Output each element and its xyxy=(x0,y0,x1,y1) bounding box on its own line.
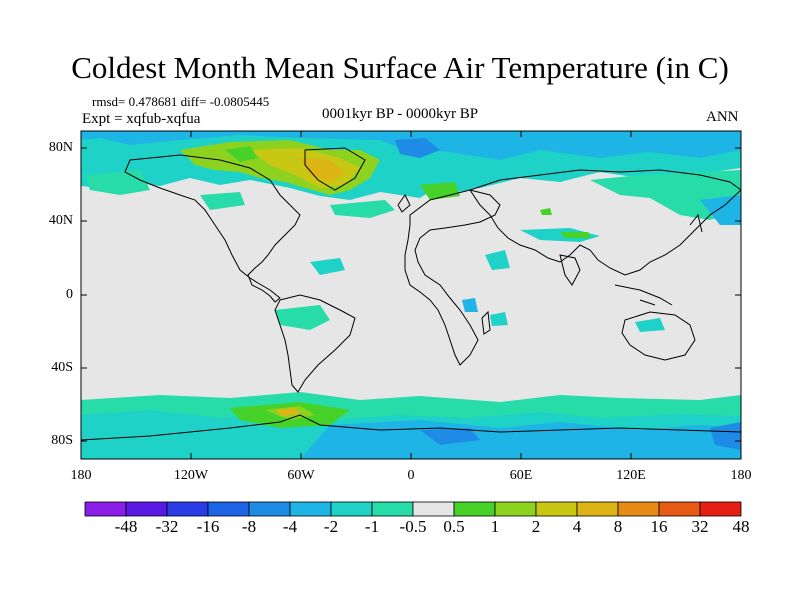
colorbar-label: -48 xyxy=(114,517,138,536)
coastlines xyxy=(81,147,741,441)
colorbar-swatch xyxy=(453,501,496,517)
y-tick-0: 0 xyxy=(66,287,73,302)
colorbar-swatch xyxy=(535,501,578,517)
colorbar-label: -0.5 xyxy=(399,517,427,536)
colorbar-swatch xyxy=(84,501,127,517)
colorbar-label: 1 xyxy=(490,517,500,536)
colorbar-swatch xyxy=(371,501,414,517)
colorbar-swatch xyxy=(576,501,619,517)
colorbar-swatch xyxy=(658,501,701,517)
y-tick-40s: 40S xyxy=(51,360,73,375)
colorbar-swatch xyxy=(207,501,250,517)
colorbar-label: 48 xyxy=(732,517,750,536)
colorbar-label: 0.5 xyxy=(443,517,465,536)
colorbar-label: 32 xyxy=(691,517,709,536)
colorbar xyxy=(84,501,742,517)
colorbar-swatch xyxy=(617,501,660,517)
colorbar-label: -8 xyxy=(241,517,257,536)
colorbar-swatch xyxy=(289,501,332,517)
x-tick-120w: 120W xyxy=(173,468,209,483)
y-tick-40n: 40N xyxy=(48,213,73,228)
colorbar-swatch xyxy=(125,501,168,517)
experiment-label: Expt = xqfub-xqfua xyxy=(82,111,201,127)
colorbar-swatch xyxy=(699,501,742,517)
colorbar-swatch xyxy=(494,501,537,517)
x-tick-180e: 180 xyxy=(730,468,752,483)
colorbar-label: -4 xyxy=(282,517,298,536)
y-tick-80n: 80N xyxy=(48,140,73,155)
x-tick-60w: 60W xyxy=(287,468,315,483)
rmsd-stats: rmsd= 0.478681 diff= -0.0805445 xyxy=(92,94,270,109)
colorbar-swatch xyxy=(248,501,291,517)
anomaly-contours xyxy=(81,131,741,459)
x-tick-120e: 120E xyxy=(616,468,646,483)
colorbar-label: 2 xyxy=(531,517,541,536)
season-label: ANN xyxy=(706,109,739,125)
colorbar-swatch xyxy=(166,501,209,517)
colorbar-swatch xyxy=(330,501,373,517)
colorbar-label: -32 xyxy=(155,517,179,536)
colorbar-label: -2 xyxy=(323,517,339,536)
x-tick-60e: 60E xyxy=(509,468,533,483)
colorbar-label: -16 xyxy=(196,517,220,536)
colorbar-label: 4 xyxy=(572,517,582,536)
y-tick-80s: 80S xyxy=(51,433,73,448)
colorbar-label: 16 xyxy=(650,517,668,536)
x-tick-180w: 180 xyxy=(70,468,92,483)
colorbar-swatch xyxy=(412,501,455,517)
x-tick-0: 0 xyxy=(407,468,415,483)
colorbar-label: 8 xyxy=(613,517,623,536)
map-title: Coldest Month Mean Surface Air Temperatu… xyxy=(71,50,729,85)
tick-marks xyxy=(81,131,741,459)
colorbar-label: -1 xyxy=(364,517,380,536)
period-label: 0001kyr BP - 0000kyr BP xyxy=(322,106,479,122)
